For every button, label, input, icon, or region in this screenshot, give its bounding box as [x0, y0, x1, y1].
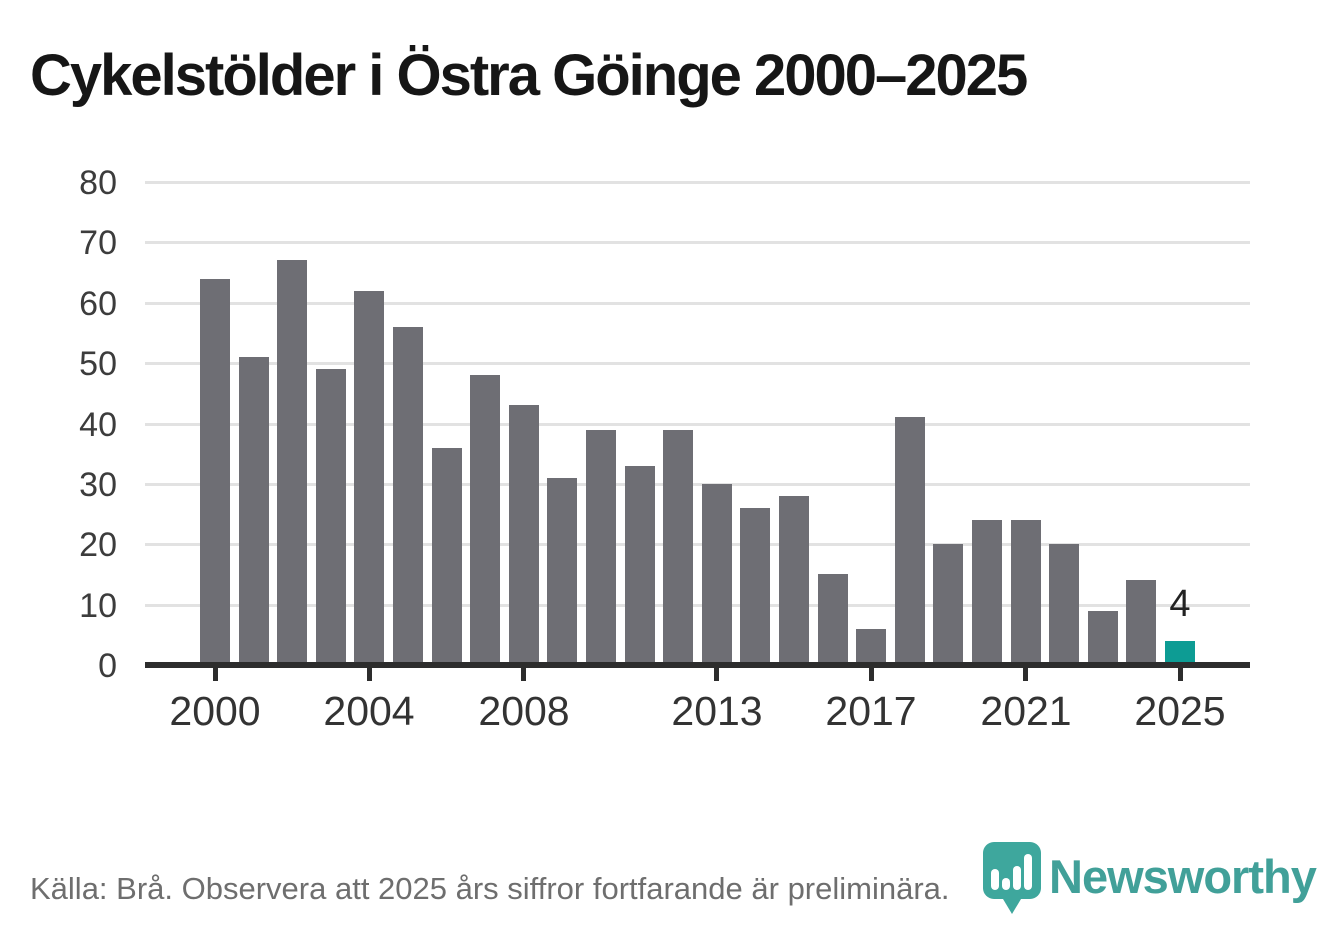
bar — [933, 544, 963, 665]
x-axis-tick — [1178, 668, 1183, 681]
bar — [470, 375, 500, 665]
bar-highlighted — [1165, 641, 1195, 665]
gridline — [145, 543, 1250, 547]
source-note: Källa: Brå. Observera att 2025 års siffr… — [30, 871, 950, 906]
bar — [625, 466, 655, 665]
x-axis-label: 2000 — [169, 688, 261, 734]
y-axis-label: 40 — [79, 405, 117, 444]
newsworthy-pin-icon — [983, 842, 1041, 914]
bar — [547, 478, 577, 665]
gridline — [145, 422, 1250, 426]
x-axis-tick — [714, 668, 719, 681]
bar — [316, 369, 346, 665]
y-axis-labels: 0 10 20 30 40 50 60 70 80 — [0, 166, 128, 683]
bar — [702, 484, 732, 665]
x-axis-tick — [1023, 668, 1028, 681]
bar — [779, 496, 809, 665]
gridline — [145, 301, 1250, 305]
x-axis-label: 2017 — [825, 688, 917, 734]
y-axis-label: 60 — [79, 284, 117, 323]
bar — [586, 430, 616, 665]
x-axis-tick — [869, 668, 874, 681]
y-axis-label: 80 — [79, 164, 117, 202]
bar — [354, 291, 384, 665]
y-axis-label: 70 — [79, 224, 117, 263]
gridline — [145, 181, 1250, 184]
newsworthy-wordmark: Newsworthy — [1049, 850, 1317, 903]
chart-title: Cykelstölder i Östra Göinge 2000–2025 — [30, 43, 1028, 108]
bar — [1088, 611, 1118, 665]
y-axis-label: 30 — [79, 465, 117, 504]
x-axis-label: 2004 — [323, 688, 415, 734]
gridline — [145, 241, 1250, 245]
bar — [432, 448, 462, 665]
x-axis-label: 2008 — [478, 688, 570, 734]
bar — [856, 629, 886, 665]
bar — [1011, 520, 1041, 665]
gridline — [145, 362, 1250, 366]
x-axis-label: 2013 — [671, 688, 763, 734]
x-axis-tick — [521, 668, 526, 681]
bar — [277, 260, 307, 665]
x-axis-label: 2021 — [980, 688, 1072, 734]
gridline — [145, 482, 1250, 486]
bar — [1049, 544, 1079, 665]
x-axis-tick — [367, 668, 372, 681]
bar — [895, 417, 925, 665]
bar — [1126, 580, 1156, 665]
x-axis-line — [145, 662, 1250, 668]
y-axis-label: 10 — [79, 586, 117, 625]
bar — [663, 430, 693, 665]
bar — [972, 520, 1002, 665]
bar — [200, 279, 230, 665]
bar — [509, 405, 539, 665]
bar — [818, 574, 848, 665]
highlight-value-label: 4 — [1169, 583, 1191, 625]
bar — [740, 508, 770, 665]
y-axis-label: 0 — [98, 647, 117, 685]
gridline — [145, 603, 1250, 607]
y-axis-label: 50 — [79, 345, 117, 384]
plot-area: 4 — [145, 181, 1250, 665]
x-axis-label: 2025 — [1134, 688, 1226, 734]
x-axis-tick — [213, 668, 218, 681]
y-axis-label: 20 — [79, 526, 117, 565]
bar — [239, 357, 269, 665]
bar — [393, 327, 423, 665]
newsworthy-logo: Newsworthy — [983, 842, 1317, 918]
